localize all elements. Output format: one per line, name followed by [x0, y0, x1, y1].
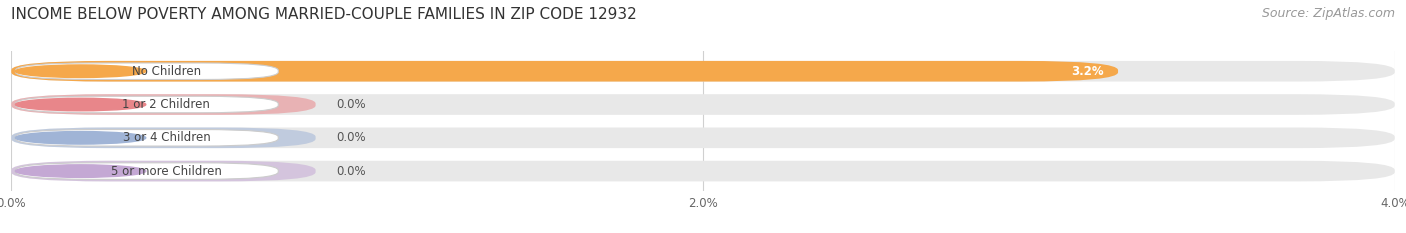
FancyBboxPatch shape [15, 163, 278, 179]
FancyBboxPatch shape [11, 161, 315, 182]
FancyBboxPatch shape [11, 61, 1395, 82]
Text: 0.0%: 0.0% [336, 164, 366, 178]
FancyBboxPatch shape [11, 127, 1395, 148]
FancyBboxPatch shape [11, 161, 1395, 182]
Text: 0.0%: 0.0% [336, 131, 366, 144]
Circle shape [15, 65, 146, 78]
Text: 0.0%: 0.0% [336, 98, 366, 111]
Text: Source: ZipAtlas.com: Source: ZipAtlas.com [1261, 7, 1395, 20]
Text: 3 or 4 Children: 3 or 4 Children [122, 131, 211, 144]
FancyBboxPatch shape [15, 96, 278, 113]
Text: 3.2%: 3.2% [1071, 65, 1104, 78]
Text: 1 or 2 Children: 1 or 2 Children [122, 98, 211, 111]
Circle shape [15, 165, 146, 177]
FancyBboxPatch shape [11, 61, 1118, 82]
Circle shape [15, 132, 146, 144]
Text: INCOME BELOW POVERTY AMONG MARRIED-COUPLE FAMILIES IN ZIP CODE 12932: INCOME BELOW POVERTY AMONG MARRIED-COUPL… [11, 7, 637, 22]
FancyBboxPatch shape [15, 63, 278, 79]
FancyBboxPatch shape [11, 94, 315, 115]
Text: No Children: No Children [132, 65, 201, 78]
FancyBboxPatch shape [11, 127, 315, 148]
Text: 5 or more Children: 5 or more Children [111, 164, 222, 178]
Circle shape [15, 98, 146, 111]
FancyBboxPatch shape [11, 94, 1395, 115]
FancyBboxPatch shape [15, 130, 278, 146]
